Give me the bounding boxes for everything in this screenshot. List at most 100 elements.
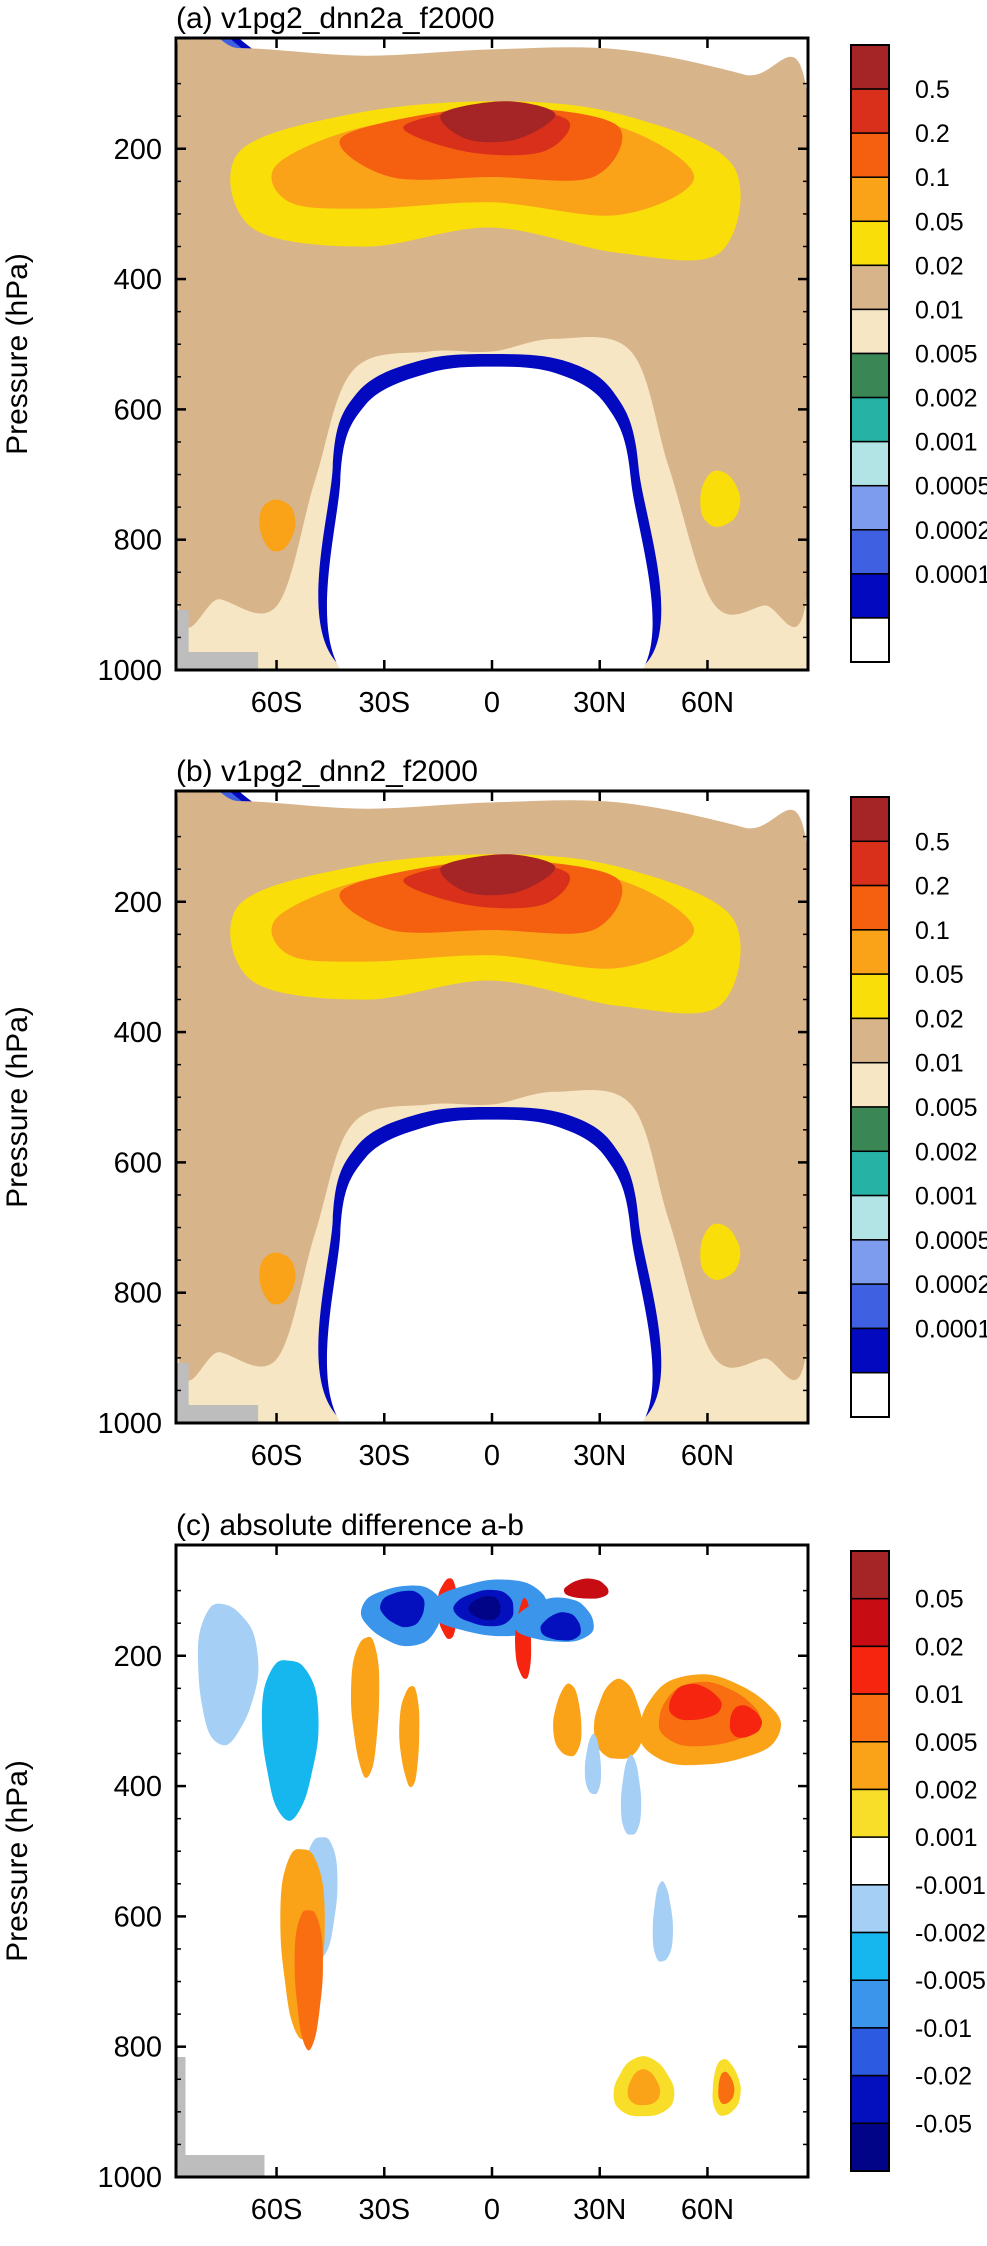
panel-b-colorbar-label: 0.05 bbox=[915, 961, 964, 989]
panel-b-xtick-label: 60S bbox=[251, 1440, 303, 1472]
panel-a-colorbar-swatch bbox=[850, 220, 890, 267]
panel-c-colorbar-label: -0.01 bbox=[915, 2015, 972, 2043]
panel-b-colorbar-swatch bbox=[850, 1150, 890, 1197]
panel-b-colorbar-swatch bbox=[850, 973, 890, 1020]
panel-c-patch-28 bbox=[718, 2071, 735, 2105]
panel-c-ytick-label: 800 bbox=[114, 2032, 162, 2064]
panel-b-xtick-label: 30S bbox=[358, 1440, 410, 1472]
panel-a-colorbar-label: 0.5 bbox=[915, 76, 950, 104]
panel-c-colorbar-swatch bbox=[850, 1788, 890, 1838]
panel-c-colorbar-label: 0.01 bbox=[915, 1681, 964, 1709]
panel-c-ytick-label: 200 bbox=[114, 1641, 162, 1673]
panel-b-ytick-label: 1000 bbox=[97, 1408, 162, 1440]
panel-c-patch-16 bbox=[563, 1578, 609, 1599]
panel-a-ylabel: Pressure (hPa) bbox=[1, 253, 34, 455]
panel-b-xtick-label: 0 bbox=[484, 1440, 500, 1472]
panel-c-patch-23 bbox=[620, 1754, 642, 1835]
panel-c-colorbar-swatch bbox=[850, 1550, 890, 1600]
panel-a-colorbar-swatch bbox=[850, 617, 890, 663]
panel-a-ytick-label: 800 bbox=[114, 525, 162, 557]
panel-c-colorbar-label: 0.005 bbox=[915, 1729, 978, 1757]
panel-b-terrain bbox=[176, 1405, 259, 1423]
panel-a-xtick-label: 60N bbox=[681, 687, 734, 719]
panel-c-bg bbox=[176, 1545, 808, 2177]
panel-a-core-4 bbox=[440, 101, 556, 143]
panel-a-colorbar-label: 0.0001 bbox=[915, 561, 987, 589]
panel-a-xtick-label: 30S bbox=[358, 687, 410, 719]
panel-b-colorbar-label: 0.005 bbox=[915, 1094, 978, 1122]
panel-b-colorbar-label: 0.5 bbox=[915, 828, 950, 856]
panel-c-xtick-label: 30S bbox=[358, 2194, 410, 2226]
panel-c-colorbar-swatch bbox=[850, 1836, 890, 1886]
panel-a-colorbar-swatch bbox=[850, 440, 890, 487]
panel-c-ylabel: Pressure (hPa) bbox=[1, 1760, 34, 1962]
panel-a-ytick-label: 600 bbox=[114, 394, 162, 426]
panel-a-xtick-label: 60S bbox=[251, 687, 303, 719]
panel-c-colorbar-label: 0.02 bbox=[915, 1633, 964, 1661]
panel-a-blob-nh bbox=[700, 470, 741, 527]
panel-b-colorbar-swatch bbox=[850, 884, 890, 931]
panel-b-colorbar-swatch bbox=[850, 929, 890, 975]
panel-b-colorbar-label: 0.001 bbox=[915, 1183, 978, 1211]
panel-b-colorbar-frame bbox=[850, 796, 890, 1418]
panel-a-colorbar-label: 0.01 bbox=[915, 296, 964, 324]
panel-b-colorbar-label: 0.01 bbox=[915, 1050, 964, 1078]
panel-c-colorbar-label: -0.05 bbox=[915, 2110, 972, 2138]
panel-a-colorbar-label: 0.05 bbox=[915, 208, 964, 236]
panel-c-patch-5 bbox=[350, 1636, 380, 1778]
panel-c-patch-6 bbox=[399, 1686, 420, 1788]
panel-c-colorbar-swatch bbox=[850, 1597, 890, 1648]
panel-c-colorbar-label: -0.02 bbox=[915, 2063, 972, 2091]
panel-c-terrain bbox=[176, 2155, 265, 2177]
panel-a-colorbar-swatch bbox=[850, 396, 890, 443]
panel-b-colorbar-swatch bbox=[850, 1327, 890, 1374]
panel-a-blob-sh bbox=[259, 499, 296, 552]
panel-b-colorbar-label: 0.2 bbox=[915, 873, 950, 901]
panel-c-xtick-label: 0 bbox=[484, 2194, 500, 2226]
panel-c-colorbar-label: -0.005 bbox=[915, 1967, 986, 1995]
panel-c-colorbar-label: 0.002 bbox=[915, 1776, 978, 1804]
panel-a-colorbar-swatch bbox=[850, 308, 890, 355]
panel-c-colorbar-swatch bbox=[850, 2074, 890, 2125]
panel-c-patch-18 bbox=[553, 1683, 582, 1757]
panel-c-patch-8 bbox=[380, 1590, 425, 1628]
panel-a-colorbar-label: 0.0005 bbox=[915, 473, 987, 501]
panel-b-xtick-label: 60N bbox=[681, 1440, 734, 1472]
panel-a-ytick-label: 200 bbox=[114, 134, 162, 166]
panel-b-title: (b) v1pg2_dnn2_f2000 bbox=[176, 755, 478, 788]
panel-c-colorbar-swatch bbox=[850, 1979, 890, 2029]
panel-a-colorbar-swatch bbox=[850, 132, 890, 178]
panel-a-colorbar-swatch bbox=[850, 176, 890, 223]
panel-a-colorbar-label: 0.005 bbox=[915, 341, 978, 369]
panel-c-patch-22 bbox=[729, 1705, 763, 1738]
panel-b-colorbar-swatch bbox=[850, 1239, 890, 1285]
panel-b-colorbar-swatch bbox=[850, 1017, 890, 1064]
panel-b-blob-nh bbox=[700, 1223, 741, 1280]
panel-a-terrain-2 bbox=[176, 610, 189, 670]
panel-c-xtick-label: 30N bbox=[573, 2194, 626, 2226]
panel-b-dome bbox=[327, 1119, 653, 1423]
panel-a-colorbar-label: 0.2 bbox=[915, 120, 950, 148]
panel-a-colorbar: 0.5 0.2 0.1 0.05 0.02 0.01 0.005 0.002 0.001 0.00… bbox=[850, 44, 987, 663]
panel-a-xtick-label: 30N bbox=[573, 687, 626, 719]
panel-c-patch-24 bbox=[652, 1881, 673, 1962]
panel-b-colorbar-label: 0.0001 bbox=[915, 1315, 987, 1343]
panel-a-dome bbox=[327, 366, 653, 670]
panel-c-colorbar-swatch bbox=[850, 1693, 890, 1743]
panel-c-patch-4 bbox=[294, 1910, 323, 2051]
panel-c-patch-12 bbox=[468, 1595, 501, 1621]
panel-a-colorbar-swatch bbox=[850, 264, 890, 311]
panel-c-colorbar-swatch bbox=[850, 1741, 890, 1791]
panel-c-colorbar-label: -0.002 bbox=[915, 1920, 986, 1948]
panel-c-colorbar-swatch bbox=[850, 2122, 890, 2172]
panel-a-colorbar-swatch bbox=[850, 352, 890, 399]
panel-b-field bbox=[176, 791, 808, 1423]
panel-b-colorbar-swatch bbox=[850, 1371, 890, 1418]
panel-a-colorbar-label: 0.1 bbox=[915, 164, 950, 192]
panel-b-colorbar-swatch bbox=[850, 840, 890, 887]
panel-a-colorbar-swatch bbox=[850, 88, 890, 134]
panel-a-title: (a) v1pg2_dnn2a_f2000 bbox=[176, 2, 495, 35]
panel-c-field bbox=[176, 1545, 808, 2177]
panel-c-colorbar-swatch bbox=[850, 1884, 890, 1934]
panel-b-colorbar-label: 0.0005 bbox=[915, 1227, 987, 1255]
